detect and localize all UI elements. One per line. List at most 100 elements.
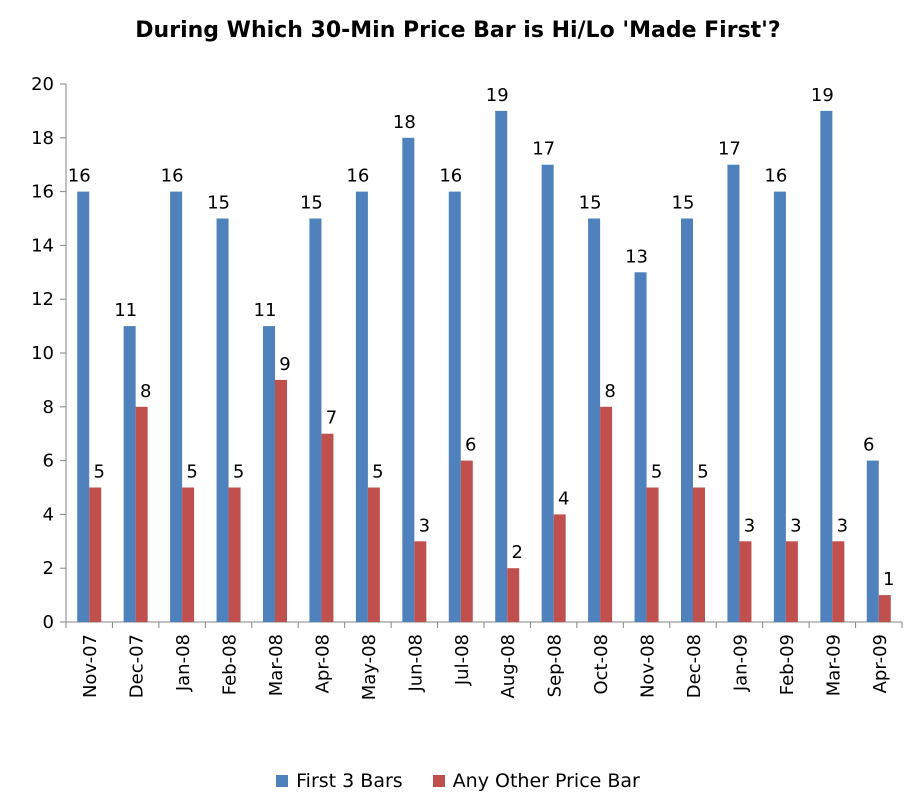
x-category-label: Nov-07 — [80, 634, 101, 698]
data-label: 11 — [114, 300, 137, 321]
data-label: 8 — [140, 381, 151, 402]
data-label: 6 — [863, 435, 874, 456]
bar-any-other-price-bar — [275, 379, 287, 622]
bar-first-3-bars — [773, 191, 786, 622]
x-category-label: Jan-09 — [730, 634, 751, 692]
data-label: 3 — [744, 515, 755, 536]
x-category-label: Apr-08 — [312, 634, 333, 693]
y-tick-label: 2 — [43, 558, 54, 579]
bar-first-3-bars — [681, 218, 693, 622]
x-category-label: Apr-09 — [870, 634, 891, 693]
y-tick-label: 14 — [31, 235, 54, 256]
x-category-label: Dec-08 — [684, 634, 705, 698]
bar-any-other-price-bar — [693, 487, 705, 622]
y-tick-label: 4 — [43, 504, 54, 525]
bar-any-other-price-bar — [646, 487, 659, 622]
legend-label: First 3 Bars — [296, 770, 403, 792]
data-label: 15 — [300, 193, 323, 214]
x-category-label: Nov-08 — [638, 634, 659, 698]
bar-first-3-bars — [402, 137, 415, 623]
bar-any-other-price-bar — [553, 514, 566, 622]
data-label: 3 — [837, 515, 848, 536]
data-label: 16 — [439, 166, 462, 187]
legend-label: Any Other Price Bar — [452, 770, 640, 792]
y-tick-label: 0 — [43, 612, 54, 633]
x-category-label: Dec-07 — [127, 634, 148, 698]
bar-any-other-price-bar — [507, 568, 520, 622]
data-label: 17 — [532, 139, 555, 160]
data-label: 6 — [465, 435, 476, 456]
bar-any-other-price-bar — [89, 487, 102, 622]
bar-first-3-bars — [355, 191, 368, 622]
bar-first-3-bars — [170, 191, 183, 622]
bar-first-3-bars — [727, 164, 740, 622]
bar-first-3-bars — [495, 110, 508, 623]
data-label: 16 — [68, 166, 91, 187]
y-tick-label: 16 — [31, 182, 54, 203]
bar-any-other-price-bar — [135, 406, 148, 622]
data-label: 19 — [811, 85, 834, 106]
data-label: 4 — [558, 488, 569, 509]
bar-first-3-bars — [216, 218, 229, 622]
data-label: 5 — [186, 462, 197, 483]
data-label: 1 — [883, 569, 894, 590]
data-label: 7 — [326, 408, 337, 429]
bar-any-other-price-bar — [460, 460, 473, 622]
bar-any-other-price-bar — [832, 541, 845, 622]
y-tick-label: 18 — [31, 128, 54, 149]
y-tick-label: 20 — [31, 74, 54, 95]
bar-any-other-price-bar — [182, 487, 195, 622]
bar-any-other-price-bar — [228, 487, 241, 622]
data-label: 5 — [372, 462, 383, 483]
data-label: 3 — [419, 515, 430, 536]
legend: First 3 Bars Any Other Price Bar — [0, 770, 916, 792]
data-label: 13 — [625, 246, 648, 267]
data-label: 16 — [764, 166, 787, 187]
data-label: 3 — [790, 515, 801, 536]
legend-item: Any Other Price Bar — [432, 770, 640, 792]
data-label: 15 — [672, 193, 695, 214]
data-label: 5 — [93, 462, 104, 483]
x-category-label: Mar-08 — [266, 634, 287, 696]
bars — [77, 110, 891, 623]
x-category-label: May-08 — [359, 634, 380, 700]
data-label: 15 — [579, 193, 602, 214]
bar-first-3-bars — [541, 164, 554, 622]
data-label: 11 — [254, 300, 277, 321]
data-label: 5 — [651, 462, 662, 483]
legend-item: First 3 Bars — [276, 770, 403, 792]
y-tick-label: 10 — [31, 343, 54, 364]
y-tick-label: 12 — [31, 289, 54, 310]
bar-first-3-bars — [123, 326, 136, 622]
bar-any-other-price-bar — [367, 487, 380, 622]
bar-first-3-bars — [448, 191, 461, 622]
legend-swatch — [276, 775, 289, 787]
x-category-label: Jan-08 — [173, 634, 194, 692]
bar-first-3-bars — [866, 460, 879, 622]
data-label: 2 — [511, 542, 522, 563]
bar-any-other-price-bar — [739, 541, 752, 622]
x-category-label: Feb-08 — [220, 634, 241, 695]
bar-any-other-price-bar — [878, 595, 891, 622]
x-category-label: Jun-08 — [405, 634, 426, 693]
bar-any-other-price-bar — [600, 406, 613, 622]
chart-title: During Which 30-Min Price Bar is Hi/Lo '… — [135, 18, 781, 43]
data-label: 5 — [697, 462, 708, 483]
x-category-label: Oct-08 — [591, 634, 612, 695]
bar-first-3-bars — [588, 218, 601, 622]
bar-first-3-bars — [77, 191, 90, 622]
x-category-label: Mar-09 — [823, 634, 844, 696]
x-category-label: Feb-09 — [777, 634, 798, 695]
data-label: 8 — [604, 381, 615, 402]
data-label: 18 — [393, 112, 416, 133]
data-label: 5 — [233, 462, 244, 483]
bar-any-other-price-bar — [414, 541, 427, 622]
y-tick-label: 8 — [43, 397, 54, 418]
bar-any-other-price-bar — [785, 541, 798, 622]
x-category-label: Jul-08 — [452, 634, 473, 686]
legend-swatch — [432, 775, 445, 787]
data-label: 17 — [718, 139, 741, 160]
